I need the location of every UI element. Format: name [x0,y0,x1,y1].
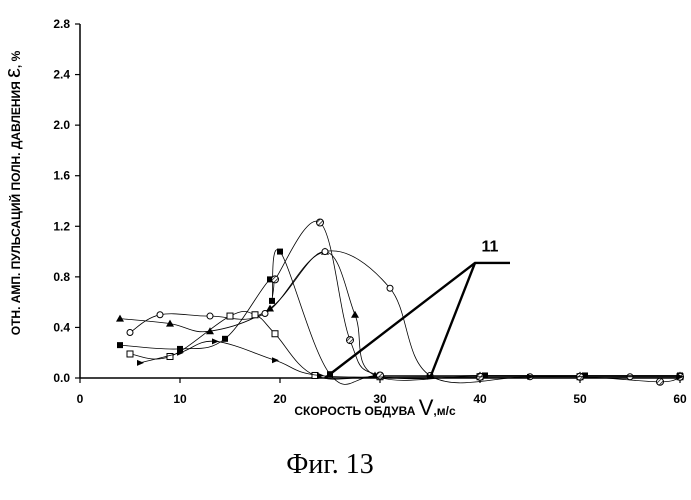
data-point [351,311,359,318]
data-point [157,312,163,318]
y-tick-label: 0.4 [53,320,70,334]
data-point [347,337,354,344]
y-axis-unit: , % [9,50,23,68]
series-line [120,250,680,385]
y-tick-label: 1.6 [53,169,70,183]
y-tick-label: 2.4 [53,68,70,82]
data-point [317,219,324,226]
y-tick-group: 0.0 0.4 0.8 1.2 1.6 2.0 2.4 2.8 [53,17,80,385]
y-tick-label: 1.2 [53,219,70,233]
data-point [322,249,328,255]
data-point [167,354,173,360]
data-point [272,357,279,363]
data-point [127,329,133,335]
y-tick-label: 0.8 [53,270,70,284]
data-point [252,312,258,318]
x-tick-label: 10 [173,392,187,406]
x-tick-label: 20 [273,392,287,406]
series-line [130,311,680,379]
x-tick-label: 0 [77,392,84,406]
y-axis-label-text: ОТН. АМП. ПУЛЬСАЦИЙ ПОЛН. ДАВЛЕНИЯ [8,78,23,335]
data-point [377,372,384,379]
data-point [117,342,123,348]
data-point [137,360,144,366]
data-point [207,313,213,319]
x-tick-group: 0102030405060 [77,378,687,406]
series-4 [272,219,684,385]
data-point [272,276,279,283]
data-point [222,336,228,342]
x-tick-label: 60 [673,392,687,406]
x-tick-label: 40 [473,392,487,406]
y-tick-label: 2.0 [53,118,70,132]
data-point [272,331,278,337]
series-line [275,221,680,382]
data-point [262,311,268,317]
x-axis-label-text: СКОРОСТЬ ОБДУВА [294,404,418,418]
data-point [116,315,124,322]
data-point [127,351,133,357]
series-line [140,341,680,377]
x-axis-symbol: V [419,395,434,420]
data-point [227,313,233,319]
annotation-group: 11 [482,239,499,256]
y-axis-symbol: ε [0,68,25,78]
x-axis-unit: ,м/с [433,404,456,418]
y-axis-label: ОТН. АМП. ПУЛЬСАЦИЙ ПОЛН. ДАВЛЕНИЯ ε, % [0,50,25,335]
data-point [657,378,664,385]
y-tick-label: 2.8 [53,17,70,31]
x-tick-label: 50 [573,392,587,406]
data-point [277,249,283,255]
annotation-label: 11 [482,239,499,256]
series-0 [116,248,684,381]
figure-caption: Фиг. 13 [286,449,373,480]
series-3 [117,249,683,385]
data-point [387,285,393,291]
series-2 [127,311,683,379]
y-tick-label: 0.0 [53,371,70,385]
series-group [116,219,684,385]
data-point [269,298,275,304]
